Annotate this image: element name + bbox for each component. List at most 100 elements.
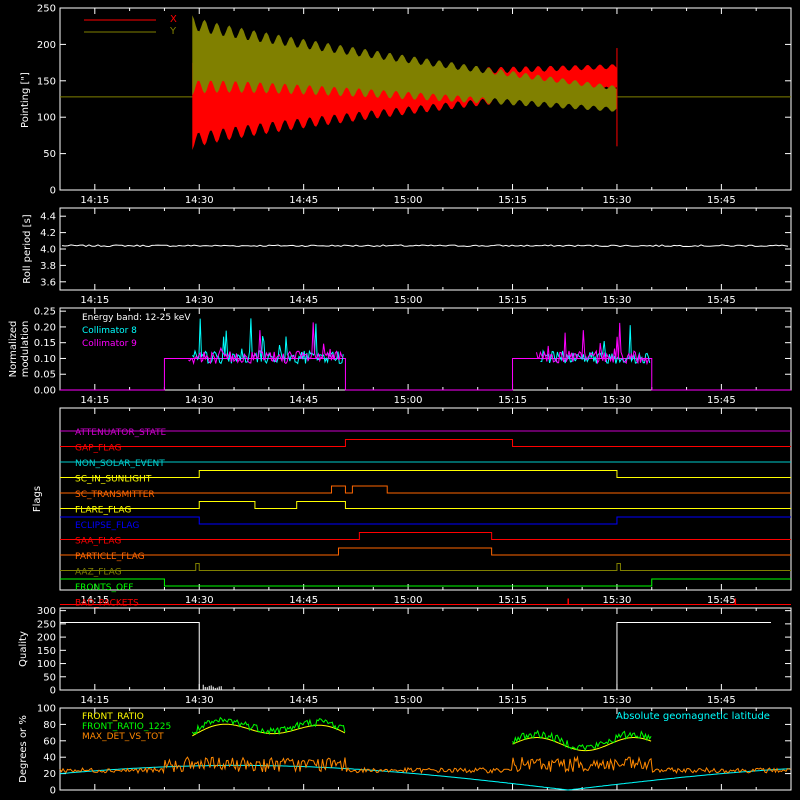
flag-line-sc-in-sunlight xyxy=(60,470,791,478)
pointing-x-ticks: 14:15 14:30 14:45 15:00 15:15 15:30 15:45 xyxy=(80,8,792,206)
time-tick-label: 15:45 xyxy=(707,395,736,406)
time-tick-label: 15:15 xyxy=(498,295,527,306)
time-tick-label: 15:45 xyxy=(707,195,736,206)
roll-data xyxy=(61,244,789,248)
modulation-y-ticks: 0.00 0.05 0.10 0.15 0.20 0.25 xyxy=(34,307,791,397)
flags-panel: 14:15 14:30 14:45 15:00 15:15 15:30 15:45 Flag… xyxy=(32,407,792,609)
y-tick-label: 3.6 xyxy=(40,277,56,288)
y-tick-label: 0.15 xyxy=(34,338,56,349)
time-tick-label: 15:45 xyxy=(707,295,736,306)
pointing-legend-y-label: Y xyxy=(169,26,177,37)
time-tick-label: 14:30 xyxy=(185,295,214,306)
roll-frame xyxy=(59,207,792,291)
pointing-legend-x-label: X xyxy=(170,14,177,25)
y-tick-label: 0.10 xyxy=(34,354,56,365)
ratios-front-ratio-1225-series xyxy=(191,716,346,736)
ratios-legend-front-ratio: FRONT_RATIO xyxy=(82,712,144,722)
time-tick-label: 14:15 xyxy=(80,195,109,206)
y-tick-label: 100 xyxy=(37,704,56,715)
time-tick-label: 15:30 xyxy=(603,295,632,306)
ratios-geomag-label: Absolute geomagnetic latitude xyxy=(616,711,770,722)
pointing-y-ticks: 0 50 100 150 200 250 xyxy=(37,4,791,197)
time-tick-label: 15:30 xyxy=(603,195,632,206)
flag-line-sc-transmitter xyxy=(60,485,791,494)
time-tick-label: 15:30 xyxy=(603,395,632,406)
roll-series xyxy=(61,244,789,248)
flag-label-fronts-off: FRONTS_OFF xyxy=(75,583,133,593)
time-tick-label: 14:30 xyxy=(185,595,214,606)
ratios-front-ratio-1225-series xyxy=(512,729,652,752)
quality-series xyxy=(60,622,771,691)
time-tick-label: 14:30 xyxy=(185,695,214,706)
y-tick-label: 50 xyxy=(43,149,56,160)
flag-line-fronts-off xyxy=(60,578,791,587)
time-tick-label: 15:45 xyxy=(707,695,736,706)
y-tick-label: 0.00 xyxy=(34,386,56,397)
time-tick-label: 14:45 xyxy=(289,295,318,306)
flag-line-flare-flag xyxy=(60,501,791,509)
time-tick-label: 14:15 xyxy=(80,595,109,606)
flag-line-aaz-flag xyxy=(60,563,791,571)
time-tick-label: 14:15 xyxy=(80,695,109,706)
modulation-ylabel-2: modulation xyxy=(20,321,31,378)
ratios-frame xyxy=(59,707,792,791)
pointing-panel: 0 50 100 150 200 250 14:15 14:30 14:45 15:00 15:1… xyxy=(20,4,792,206)
ratios-front-ratio-series xyxy=(512,737,652,752)
flag-label-flare-flag: FLARE_FLAG xyxy=(75,506,131,516)
flag-label-sc-in-sunlight: SC_IN_SUNLIGHT xyxy=(75,475,152,485)
time-tick-label: 15:00 xyxy=(394,395,423,406)
time-tick-label: 15:45 xyxy=(707,595,736,606)
flag-line-particle-flag xyxy=(60,547,791,556)
time-tick-label: 15:00 xyxy=(394,195,423,206)
modulation-energy-band: Energy band: 12-25 keV xyxy=(82,313,191,323)
y-tick-label: 50 xyxy=(43,672,56,683)
y-tick-label: 0.05 xyxy=(34,370,56,381)
y-tick-label: 60 xyxy=(43,736,56,747)
y-tick-label: 4.4 xyxy=(40,212,56,223)
y-tick-label: 200 xyxy=(37,633,56,644)
ratios-y-ticks: 0 20 40 60 80 100 xyxy=(37,704,791,797)
modulation-panel: 0.00 0.05 0.10 0.15 0.20 0.25 14:15 14:30 14:45… xyxy=(8,307,792,406)
flags-data: ATTENUATOR_STATE GAP_FLAG NON_SOLAR_EVENT S… xyxy=(60,428,791,609)
modulation-c9 xyxy=(188,322,344,366)
pointing-frame xyxy=(59,7,792,191)
y-tick-label: 40 xyxy=(43,753,56,764)
y-tick-label: 4.0 xyxy=(40,245,56,256)
time-tick-label: 15:30 xyxy=(603,595,632,606)
modulation-x-ticks: 14:15 14:30 14:45 15:00 15:15 15:30 15:45 xyxy=(80,308,792,406)
y-tick-label: 3.8 xyxy=(40,261,56,272)
modulation-c8 xyxy=(540,325,651,364)
y-tick-label: 0.20 xyxy=(34,322,56,333)
flags-x-ticks: 14:15 14:30 14:45 15:00 15:15 15:30 15:45 xyxy=(80,408,792,606)
quality-ylabel: Quality xyxy=(18,631,29,667)
flag-label-aaz-flag: AAZ_FLAG xyxy=(75,568,122,578)
time-tick-label: 14:30 xyxy=(185,395,214,406)
modulation-ylabel-1: Normalized xyxy=(8,321,19,378)
y-tick-label: 250 xyxy=(37,619,56,630)
time-tick-label: 14:15 xyxy=(80,395,109,406)
ratios-panel: 0 20 40 60 80 100 Degrees or % FRONT_RATIO FR… xyxy=(18,704,792,797)
ratios-legend-max-det: MAX_DET_VS_TOT xyxy=(82,732,164,742)
ratios-legend-front-ratio-1225: FRONT_RATIO_1225 xyxy=(82,722,171,732)
pointing-data xyxy=(60,15,791,150)
ratios-front-ratio-series xyxy=(192,723,346,737)
flag-label-non-solar-event: NON_SOLAR_EVENT xyxy=(75,459,165,469)
y-tick-label: 200 xyxy=(37,40,56,51)
time-tick-label: 15:15 xyxy=(498,395,527,406)
time-tick-label: 14:15 xyxy=(80,295,109,306)
flag-label-eclipse-flag: ECLIPSE_FLAG xyxy=(75,521,139,531)
y-tick-label: 0 xyxy=(50,786,56,797)
time-tick-label: 15:15 xyxy=(498,595,527,606)
flag-label-sc-transmitter: SC_TRANSMITTER xyxy=(75,490,155,500)
time-tick-label: 15:00 xyxy=(394,695,423,706)
time-tick-label: 15:00 xyxy=(394,595,423,606)
quality-x-ticks: 14:15 14:30 14:45 15:00 15:15 15:30 15:45 xyxy=(80,608,792,706)
time-tick-label: 15:15 xyxy=(498,695,527,706)
y-tick-label: 250 xyxy=(37,4,56,15)
ratios-geomag-series xyxy=(59,764,791,791)
y-tick-label: 150 xyxy=(37,646,56,657)
y-tick-label: 300 xyxy=(37,606,56,617)
y-tick-label: 150 xyxy=(37,76,56,87)
